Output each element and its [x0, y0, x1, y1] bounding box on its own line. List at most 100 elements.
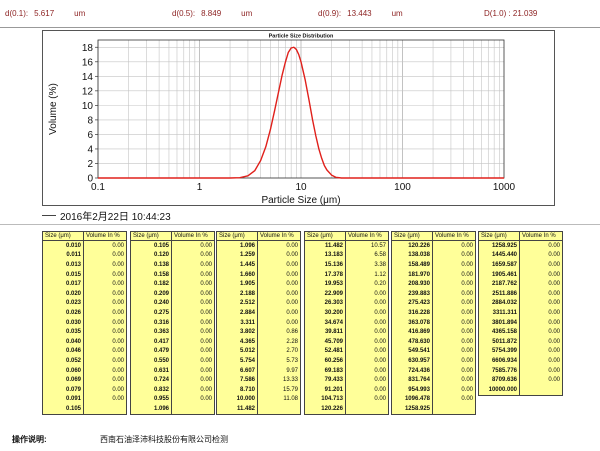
- table-row: 91.201 0.00: [304, 384, 389, 395]
- table-row: 0.069 0.00: [42, 375, 127, 385]
- size-cell: 0.069: [42, 375, 84, 385]
- table-row: 0.060 0.00: [42, 365, 127, 376]
- size-cell: 316.228: [391, 308, 433, 318]
- table-row: 3801.894 0.00: [478, 317, 563, 328]
- table-row: 0.417 0.00: [130, 336, 215, 347]
- table-row: 8.710 15.79: [216, 384, 301, 395]
- size-table-2: Size (μm) Volume In % 0.105 0.00 0.120 0.00 0.…: [130, 231, 215, 415]
- size-cell: 120.226: [304, 404, 346, 415]
- size-cell: 0.550: [130, 356, 172, 366]
- table-row: 1.096: [130, 404, 215, 415]
- stat-d09: d(0.9): 13.443 um: [318, 9, 403, 18]
- size-cell: 104.713: [304, 394, 346, 405]
- table-row: 11.482: [216, 404, 301, 415]
- y-tick-label: 8: [87, 115, 93, 126]
- size-cell: 22.909: [304, 288, 346, 299]
- table-row: 0.079 0.00: [42, 384, 127, 395]
- volume-cell: 0.00: [171, 327, 215, 337]
- volume-cell: 0.00: [432, 308, 476, 318]
- table-row: 5011.872 0.00: [478, 336, 563, 347]
- size-cell: 0.240: [130, 298, 172, 309]
- size-cell: 1.445: [216, 260, 258, 270]
- size-cell: 0.182: [130, 279, 172, 289]
- volume-cell: 0.00: [519, 375, 563, 385]
- size-cell: 10.000: [216, 394, 258, 405]
- size-table-5: Size (μm) Volume In % 120.226 0.00 138.038 0.…: [391, 231, 476, 415]
- volume-cell: 0.00: [345, 336, 389, 347]
- table-row: 5754.399 0.00: [478, 346, 563, 357]
- table-row: 0.011 0.00: [42, 250, 127, 261]
- size-cell: 1258.925: [391, 404, 433, 415]
- volume-cell: 0.00: [432, 279, 476, 289]
- size-cell: 52.481: [304, 346, 346, 357]
- volume-cell: 6.58: [345, 250, 389, 261]
- timestamp-row: 2016年2月22日 10:44:23: [0, 208, 600, 223]
- size-cell: 0.120: [130, 250, 172, 261]
- volume-cell: 0.00: [171, 240, 215, 251]
- volume-header: Volume In %: [257, 231, 301, 241]
- volume-cell: 0.00: [257, 288, 301, 299]
- volume-cell: 0.00: [83, 346, 127, 357]
- size-cell: 26.303: [304, 298, 346, 309]
- table-row: 0.275 0.00: [130, 308, 215, 318]
- volume-cell: 0.00: [345, 394, 389, 405]
- table-row: 0.035 0.00: [42, 327, 127, 337]
- size-cell: 120.226: [391, 240, 433, 251]
- size-cell: 208.930: [391, 279, 433, 289]
- chart-frame: [42, 30, 555, 206]
- volume-cell: 0.00: [83, 279, 127, 289]
- size-cell: 0.832: [130, 384, 172, 395]
- table-row: 0.010 0.00: [42, 240, 127, 251]
- volume-cell: 0.00: [83, 394, 127, 405]
- size-cell: 0.046: [42, 346, 84, 357]
- volume-cell: [171, 404, 215, 415]
- table-row: 6606.934 0.00: [478, 356, 563, 366]
- size-cell: 0.724: [130, 375, 172, 385]
- size-cell: 158.489: [391, 260, 433, 270]
- size-cell: 0.105: [42, 404, 84, 415]
- volume-cell: 0.00: [519, 346, 563, 357]
- size-cell: 30.200: [304, 308, 346, 318]
- y-tick-label: 16: [82, 57, 94, 68]
- size-cell: 6.607: [216, 365, 258, 376]
- size-cell: 91.201: [304, 384, 346, 395]
- table-row: 69.183 0.00: [304, 365, 389, 376]
- size-cell: 1445.440: [478, 250, 520, 261]
- volume-cell: [432, 404, 476, 415]
- volume-cell: 0.00: [83, 250, 127, 261]
- size-cell: 2187.762: [478, 279, 520, 289]
- stat-d05: d(0.5): 8.849 um: [172, 9, 252, 18]
- volume-header: Volume In %: [519, 231, 563, 241]
- volume-cell: 0.00: [171, 346, 215, 357]
- y-tick-label: 2: [87, 159, 93, 170]
- size-cell: 0.013: [42, 260, 84, 270]
- volume-cell: [257, 404, 301, 415]
- volume-cell: 0.00: [171, 288, 215, 299]
- volume-cell: 0.00: [432, 317, 476, 328]
- table-row: 120.226: [304, 404, 389, 415]
- volume-cell: 0.00: [345, 298, 389, 309]
- table-row: 478.630 0.00: [391, 336, 476, 347]
- size-cell: 275.423: [391, 298, 433, 309]
- volume-cell: 0.00: [432, 394, 476, 405]
- stats-bar: d(0.1): 5.617 um d(0.5): 8.849 um d(0.9): 13.…: [0, 0, 600, 26]
- size-cell: 0.011: [42, 250, 84, 261]
- size-cell: 416.869: [391, 327, 433, 337]
- volume-cell: 0.00: [83, 384, 127, 395]
- table-row: 60.256 0.00: [304, 356, 389, 366]
- size-cell: 10000.000: [478, 384, 520, 396]
- table-row: 1258.925: [391, 404, 476, 415]
- size-header: Size (μm): [216, 231, 258, 241]
- volume-cell: 0.00: [83, 298, 127, 309]
- size-cell: 1096.478: [391, 394, 433, 405]
- size-cell: 5011.872: [478, 336, 520, 347]
- volume-cell: 0.00: [345, 308, 389, 318]
- volume-cell: 0.00: [83, 327, 127, 337]
- size-cell: 0.417: [130, 336, 172, 347]
- footer-label: 操作说明:: [12, 435, 47, 444]
- volume-cell: 0.00: [83, 269, 127, 280]
- size-cell: 239.883: [391, 288, 433, 299]
- volume-cell: 0.00: [257, 260, 301, 270]
- size-header: Size (μm): [130, 231, 172, 241]
- table-row: 0.550 0.00: [130, 356, 215, 366]
